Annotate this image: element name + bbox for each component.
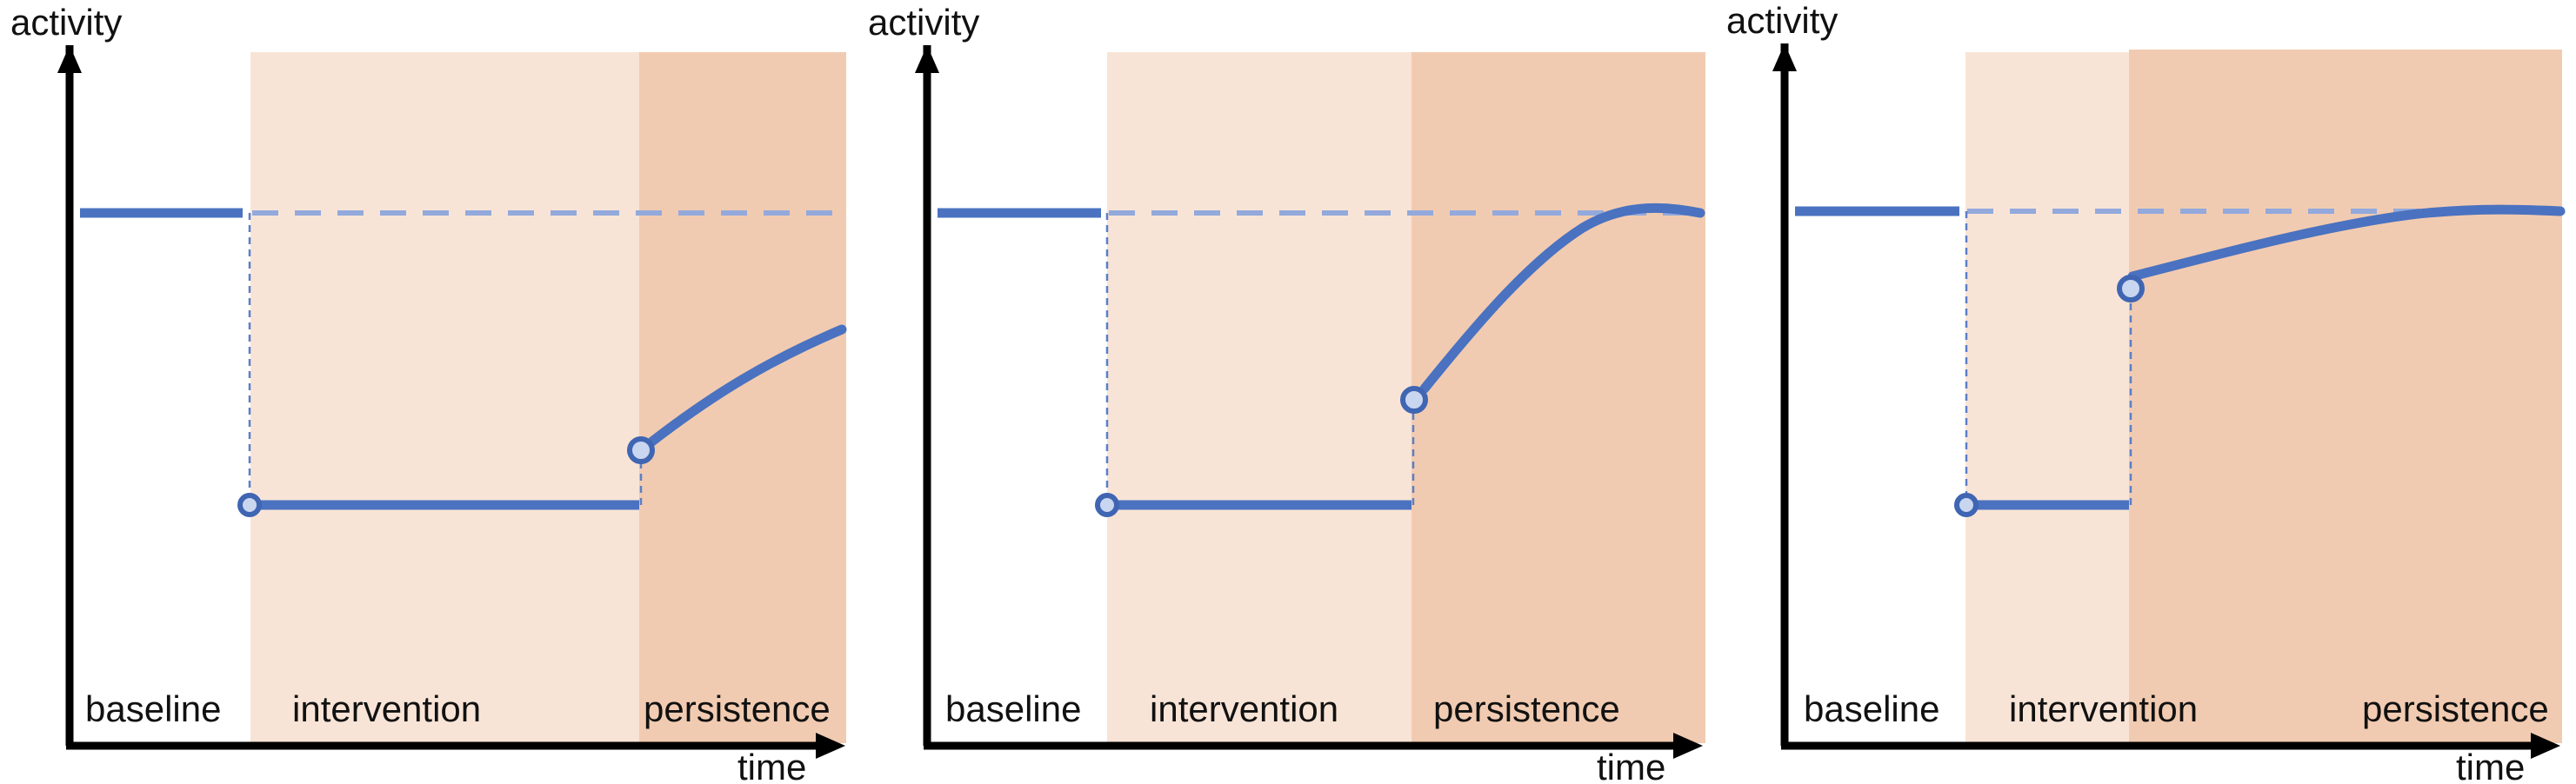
panel-1: activity time baseline intervention pers…: [10, 2, 847, 784]
persistence-region: [1411, 52, 1705, 743]
persistence-phase-label: persistence: [1433, 688, 1620, 729]
y-axis-label: activity: [868, 2, 979, 43]
persistence-recovery-curve: [2127, 204, 2566, 282]
persistence-region: [639, 52, 846, 743]
x-axis-arrowhead: [2531, 733, 2560, 759]
x-axis-arrowhead: [1673, 733, 1703, 759]
intervention-phase-label: intervention: [292, 688, 481, 729]
x-axis-label: time: [1597, 747, 1665, 784]
baseline-phase-label: baseline: [945, 688, 1081, 729]
y-axis-arrowhead: [57, 45, 82, 73]
y-axis-arrowhead: [1772, 43, 1797, 71]
x-axis-arrowhead: [816, 733, 845, 759]
persistence-region: [2129, 50, 2562, 743]
intervention-phase-label: intervention: [2009, 688, 2198, 729]
intervention-start-marker: [237, 493, 262, 517]
baseline-phase-label: baseline: [85, 688, 221, 729]
y-axis-label: activity: [1726, 0, 1838, 41]
persistence-phase-label: persistence: [2362, 688, 2549, 729]
intervention-phase-label: intervention: [1150, 688, 1338, 729]
panel-2: activity time baseline intervention pers…: [868, 2, 1705, 784]
intervention-region: [1965, 52, 2129, 743]
y-axis-arrowhead: [915, 45, 939, 73]
intervention-region: [1107, 52, 1411, 743]
x-axis-label: time: [737, 747, 806, 784]
panel-3: activity time baseline intervention pers…: [1726, 0, 2566, 784]
persistence-start-marker: [627, 436, 655, 464]
persistence-start-marker: [1400, 386, 1428, 414]
persistence-start-marker: [2117, 275, 2145, 302]
persistence-recovery-curve: [636, 324, 847, 455]
intervention-region: [250, 52, 639, 743]
persistence-phase-label: persistence: [644, 688, 831, 729]
baseline-phase-label: baseline: [1804, 688, 1939, 729]
x-axis-label: time: [2456, 747, 2525, 784]
y-axis-label: activity: [10, 2, 122, 43]
intervention-start-marker: [1095, 493, 1119, 517]
persistence-recovery-curve: [1419, 203, 1705, 394]
intervention-start-marker: [1954, 493, 1979, 517]
